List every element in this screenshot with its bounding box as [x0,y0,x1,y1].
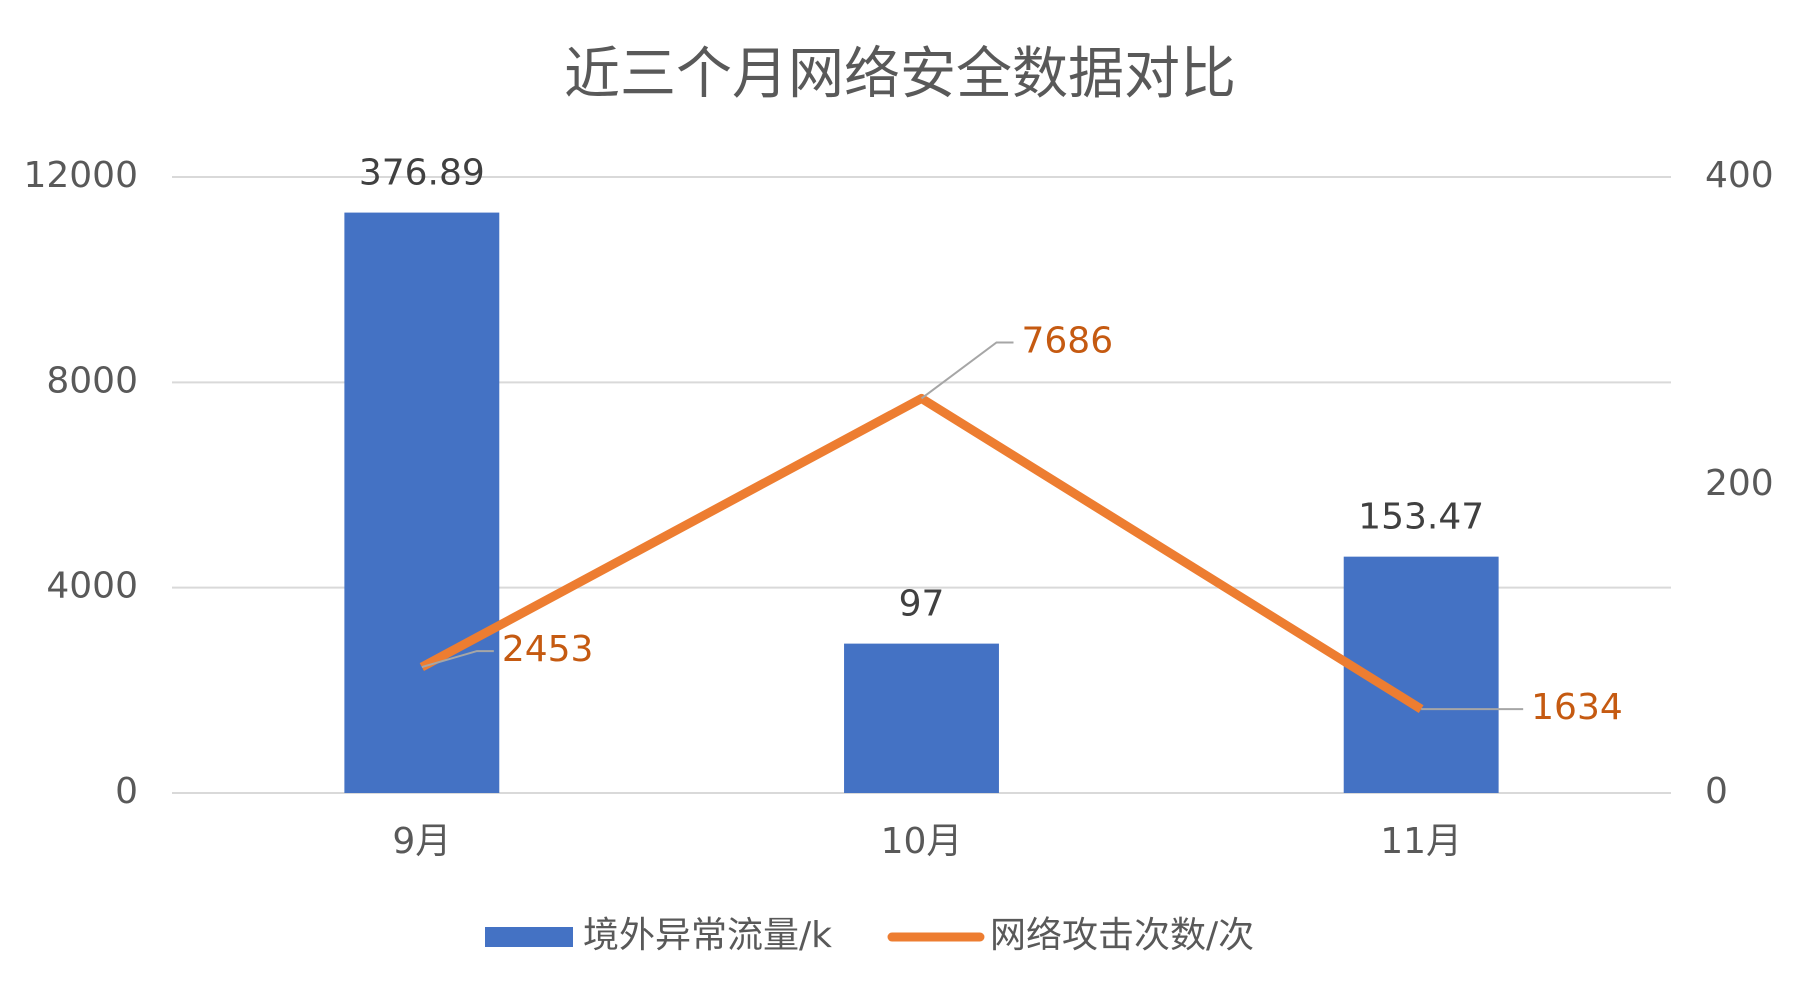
bar-value-label: 153.47 [1358,497,1484,538]
line-value-label: 2453 [502,629,594,670]
y-tick-label: 12000 [23,155,138,196]
y-tick-label: 0 [115,771,138,812]
bar-value-label: 376.89 [359,153,485,194]
y2-tick-label: 0 [1705,771,1728,812]
leader-line [421,650,494,669]
bar [844,643,999,793]
line-value-label: 1634 [1531,687,1623,728]
x-tick-label: 10月 [881,821,963,862]
leader-line [920,341,1014,400]
x-tick-label: 11月 [1380,821,1462,862]
line-value-label: 7686 [1022,320,1114,361]
y2-tick-label: 400 [1705,155,1774,196]
chart-title: 近三个月网络安全数据对比 [564,42,1236,107]
bar [344,212,500,793]
y-tick-label: 8000 [46,360,138,401]
x-tick-label: 9月 [392,821,451,862]
y-tick-label: 4000 [46,566,138,607]
bar-value-label: 97 [899,584,945,625]
legend-label: 网络攻击次数/次 [990,915,1254,956]
legend-swatch [485,927,573,947]
legend-label: 境外异常流量/k [583,915,832,956]
y2-tick-label: 200 [1705,463,1774,504]
